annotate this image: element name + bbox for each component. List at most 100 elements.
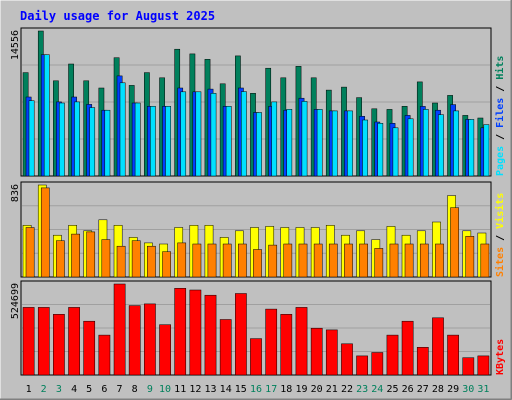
legend-hits: Hits	[494, 56, 506, 80]
bar-sites-day-8	[131, 240, 141, 278]
bar-kbytes-day-25	[386, 334, 399, 376]
day-label-8: 8	[132, 384, 138, 395]
panel-visits-max-label: 836	[10, 184, 21, 202]
bar-kbytes-day-6	[98, 334, 111, 376]
bar-sites-day-15	[238, 243, 247, 278]
bar-kbytes-day-18	[280, 314, 293, 376]
day-label-10: 10	[159, 384, 171, 395]
bar-sites-day-4	[71, 233, 80, 278]
day-label-17: 17	[265, 384, 277, 395]
day-label-29: 29	[447, 384, 459, 395]
bar-sites-day-7	[116, 245, 126, 278]
bar-kbytes-day-23	[356, 355, 368, 376]
bar-kbytes-day-7	[113, 283, 126, 376]
legend-separator: /	[495, 80, 506, 98]
bar-sites-day-1	[25, 227, 35, 278]
bar-kbytes-day-21	[325, 329, 338, 376]
day-label-4: 4	[71, 384, 77, 395]
bar-sites-day-20	[313, 243, 323, 278]
bar-pages-day-14	[225, 106, 232, 177]
bar-pages-day-11	[180, 91, 187, 177]
bar-sites-day-13	[207, 243, 217, 278]
bar-kbytes-day-22	[341, 343, 353, 376]
bar-sites-day-31	[480, 243, 490, 278]
bar-pages-day-7	[119, 82, 126, 177]
day-label-13: 13	[204, 384, 216, 395]
bar-pages-day-4	[74, 101, 80, 177]
bar-kbytes-day-1	[22, 307, 35, 376]
day-label-3: 3	[56, 384, 62, 395]
day-label-15: 15	[235, 384, 247, 395]
bar-pages-day-13	[210, 93, 217, 177]
bar-sites-day-6	[101, 239, 111, 278]
day-label-11: 11	[174, 384, 186, 395]
bar-pages-day-27	[422, 109, 429, 177]
bar-sites-day-16	[253, 249, 262, 278]
bar-kbytes-day-5	[83, 320, 96, 376]
bar-kbytes-day-9	[144, 303, 156, 376]
legend-kbytes: KBytes	[495, 339, 506, 375]
bar-pages-day-21	[331, 110, 338, 177]
day-label-30: 30	[462, 384, 474, 395]
bar-kbytes-day-30	[462, 357, 475, 376]
bar-kbytes-day-4	[68, 307, 80, 376]
bar-sites-day-23	[359, 243, 368, 278]
panel-hits-max-label: 14556	[10, 30, 21, 60]
day-label-19: 19	[295, 384, 307, 395]
bar-sites-day-14	[222, 243, 232, 278]
panel-kbytes-max-label: 524699	[10, 283, 21, 319]
panel-hits-legend: Pages / Files / Hits	[494, 56, 506, 176]
bar-pages-day-19	[301, 101, 308, 177]
bar-pages-day-12	[195, 91, 202, 177]
bar-sites-day-19	[298, 243, 308, 278]
bar-kbytes-day-20	[310, 327, 323, 376]
bar-kbytes-day-8	[128, 305, 141, 376]
bar-kbytes-day-24	[371, 352, 384, 376]
bar-pages-day-5	[89, 107, 96, 177]
day-label-20: 20	[311, 384, 323, 395]
bar-pages-day-15	[241, 91, 247, 177]
bar-sites-day-5	[86, 231, 96, 278]
bar-sites-day-24	[374, 248, 384, 278]
bar-kbytes-day-14	[219, 319, 232, 376]
bar-pages-day-29	[453, 110, 459, 177]
day-label-21: 21	[326, 384, 338, 395]
bar-sites-day-10	[162, 251, 171, 278]
bar-pages-day-9	[150, 106, 156, 177]
bar-sites-day-3	[56, 240, 65, 278]
day-label-27: 27	[417, 384, 429, 395]
bar-pages-day-18	[286, 109, 293, 177]
day-label-22: 22	[341, 384, 353, 395]
bar-pages-day-6	[104, 109, 111, 177]
bar-pages-day-30	[468, 119, 475, 177]
bar-pages-day-23	[362, 119, 368, 177]
bar-pages-day-10	[165, 106, 171, 177]
day-label-14: 14	[220, 384, 232, 395]
bar-pages-day-20	[316, 109, 323, 177]
bar-kbytes-day-11	[174, 288, 187, 376]
bar-pages-day-28	[438, 114, 444, 177]
bar-kbytes-day-10	[159, 324, 171, 376]
legend-files: Files	[494, 98, 506, 128]
bar-kbytes-day-17	[265, 308, 278, 376]
bar-sites-day-18	[283, 243, 293, 278]
bar-kbytes-day-12	[189, 289, 202, 376]
bar-kbytes-day-19	[295, 307, 308, 376]
panel-visits-legend: Sites / Visits	[494, 193, 506, 277]
panel-kbytes-legend: KBytes	[495, 339, 506, 375]
legend-pages: Pages	[495, 146, 506, 176]
bar-kbytes-day-13	[204, 294, 217, 376]
day-label-12: 12	[189, 384, 201, 395]
legend-sites: Sites	[494, 247, 506, 277]
day-label-9: 9	[147, 384, 153, 395]
bar-kbytes-day-15	[235, 293, 247, 376]
bar-sites-day-22	[344, 243, 353, 278]
bar-pages-day-24	[377, 123, 384, 177]
bar-pages-day-1	[28, 100, 35, 177]
chart-title: Daily usage for August 2025	[20, 9, 215, 23]
bar-kbytes-day-27	[416, 347, 429, 376]
day-label-7: 7	[116, 384, 122, 395]
day-label-24: 24	[371, 384, 383, 395]
bar-sites-day-29	[450, 207, 459, 278]
